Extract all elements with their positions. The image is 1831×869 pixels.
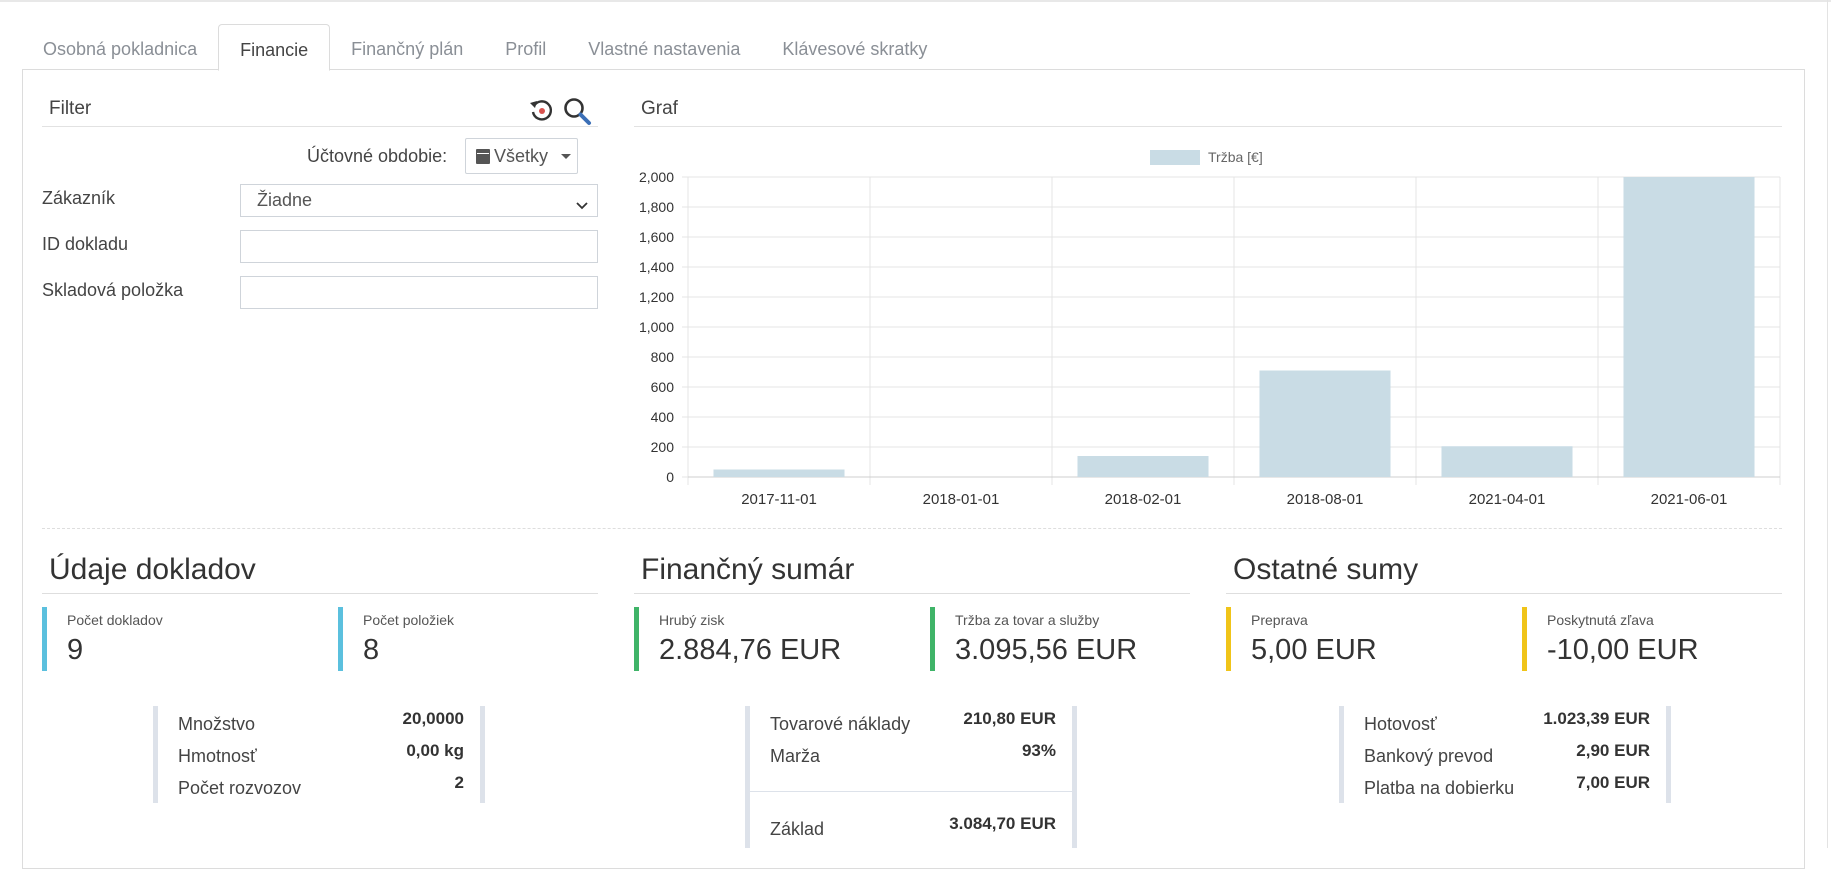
chevron-down-icon <box>575 191 589 222</box>
margin-value: 93% <box>1021 741 1056 760</box>
bank-transfer-value: 2,90 EUR <box>1576 741 1650 760</box>
doc-count-stat: Počet dokladov 9 <box>42 607 292 671</box>
bar <box>1623 177 1755 477</box>
x-tick-label: 2018-08-01 <box>1287 491 1364 508</box>
base-value: 3.084,70 EUR <box>949 814 1056 833</box>
y-tick-label: 1,800 <box>639 199 674 215</box>
cash-label: Hotovosť <box>1364 714 1437 734</box>
goods-cost-value: 210,80 EUR <box>963 709 1056 728</box>
doc-count-value: 9 <box>67 634 84 666</box>
bar <box>1259 370 1391 477</box>
weight-label: Hmotnosť <box>178 746 257 766</box>
gross-profit-value: 2.884,76 EUR <box>659 634 842 666</box>
y-tick-label: 1,200 <box>639 289 674 305</box>
docs-detail-box: Množstvo 20,0000 Hmotnosť 0,00 kg Počet ro… <box>153 706 485 803</box>
revenue-label: Tržba za tovar a služby <box>955 612 1100 628</box>
deliveries-value: 2 <box>454 773 464 792</box>
legend-label: Tržba [€] <box>1208 149 1263 165</box>
y-tick-label: 800 <box>651 349 675 365</box>
summary-title: Finančný sumár <box>634 548 1190 594</box>
other-title: Ostatné sumy <box>1226 548 1782 594</box>
y-tick-label: 600 <box>651 379 675 395</box>
deliveries-label: Počet rozvozov <box>178 778 302 798</box>
bar <box>1077 456 1209 477</box>
discount-label: Poskytnutá zľava <box>1547 612 1654 628</box>
x-tick-label: 2017-11-01 <box>741 491 817 508</box>
goods-cost-label: Tovarové náklady <box>770 714 911 734</box>
caret-down-icon <box>561 154 572 159</box>
x-tick-label: 2021-04-01 <box>1469 491 1546 508</box>
tab-financie[interactable]: Financie <box>218 24 331 71</box>
item-count-label: Počet položiek <box>363 612 455 628</box>
weight-value: 0,00 kg <box>406 741 464 760</box>
bank-transfer-label: Bankový prevod <box>1364 746 1494 766</box>
item-count-value: 8 <box>363 634 380 666</box>
section-divider <box>42 528 1782 529</box>
window-scrollbar-edge <box>1827 0 1828 848</box>
tab-klavesove-skratky[interactable]: Klávesové skratky <box>782 39 928 59</box>
y-tick-label: 400 <box>651 409 675 425</box>
discount-value: -10,00 EUR <box>1547 634 1699 666</box>
docs-title: Údaje dokladov <box>42 548 598 594</box>
x-tick-label: 2021-06-01 <box>1651 491 1728 508</box>
window-top-border <box>0 0 1831 2</box>
doc-id-label: ID dokladu <box>42 234 129 254</box>
customer-select[interactable]: Žiadne <box>240 184 598 217</box>
tab-bar: Osobná pokladnica Financie Finančný plán… <box>22 24 948 71</box>
quantity-value: 20,0000 <box>402 709 464 728</box>
y-tick-label: 1,400 <box>639 259 674 275</box>
bar <box>713 469 845 477</box>
quantity-label: Množstvo <box>178 714 256 734</box>
summary-detail-box: Tovarové náklady 210,80 EUR Marža 93% Zákl… <box>745 706 1077 848</box>
filter-title: Filter <box>42 97 598 127</box>
summary-divider <box>750 791 1072 792</box>
legend-swatch <box>1150 150 1200 165</box>
stock-item-input[interactable] <box>240 276 598 309</box>
cash-value: 1.023,39 EUR <box>1543 709 1650 728</box>
tab-osobna-pokladnica[interactable]: Osobná pokladnica <box>43 39 198 59</box>
gross-profit-label: Hrubý zisk <box>659 612 725 628</box>
revenue-value: 3.095,56 EUR <box>955 634 1138 666</box>
customer-label: Zákazník <box>42 188 116 208</box>
period-value: Všetky <box>494 146 549 166</box>
search-icon[interactable] <box>562 96 592 126</box>
tab-profil[interactable]: Profil <box>505 39 547 59</box>
cod-label: Platba na dobierku <box>1364 778 1515 798</box>
revenue-stat: Tržba za tovar a služby 3.095,56 EUR <box>930 607 1180 671</box>
margin-label: Marža <box>770 746 821 766</box>
period-dropdown[interactable]: Všetky <box>465 138 578 174</box>
y-tick-label: 2,000 <box>639 169 674 185</box>
discount-stat: Poskytnutá zľava -10,00 EUR <box>1522 607 1772 671</box>
tab-financny-plan[interactable]: Finančný plán <box>351 39 464 59</box>
item-count-stat: Počet položiek 8 <box>338 607 588 671</box>
gross-profit-stat: Hrubý zisk 2.884,76 EUR <box>634 607 884 671</box>
period-label: Účtovné obdobie: <box>307 146 448 166</box>
tab-vlastne-nastavenia[interactable]: Vlastné nastavenia <box>588 39 741 59</box>
y-tick-label: 0 <box>666 469 674 485</box>
x-tick-label: 2018-01-01 <box>923 491 1000 508</box>
y-tick-label: 1,000 <box>639 319 674 335</box>
doc-count-label: Počet dokladov <box>67 612 163 628</box>
bar <box>1441 446 1573 477</box>
stock-item-label: Skladová položka <box>42 280 184 300</box>
customer-select-value: Žiadne <box>257 190 313 210</box>
y-tick-label: 200 <box>651 439 675 455</box>
x-tick-label: 2018-02-01 <box>1105 491 1182 508</box>
reset-filter-icon[interactable] <box>528 97 554 123</box>
graph-title: Graf <box>634 97 1782 127</box>
shipping-label: Preprava <box>1251 612 1308 628</box>
cod-value: 7,00 EUR <box>1576 773 1650 792</box>
base-label: Základ <box>770 819 825 839</box>
calendar-icon <box>476 149 490 164</box>
y-tick-label: 1,600 <box>639 229 674 245</box>
revenue-chart: 0 200 400 600 800 1,000 1,200 1,400 1,600 1,800 2,… <box>639 149 1781 508</box>
shipping-stat: Preprava 5,00 EUR <box>1226 607 1476 671</box>
other-detail-box: Hotovosť 1.023,39 EUR Bankový prevod 2,90 … <box>1339 706 1671 803</box>
shipping-value: 5,00 EUR <box>1251 634 1377 666</box>
doc-id-input[interactable] <box>240 230 598 263</box>
